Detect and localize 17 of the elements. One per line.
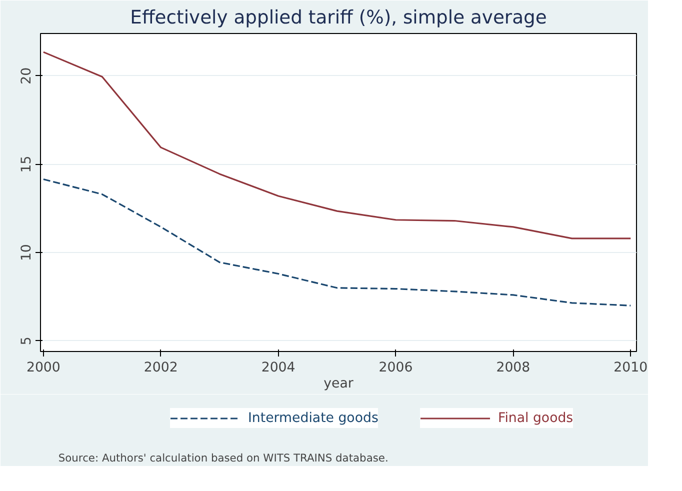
y-tick-label: 10 [20, 244, 34, 262]
x-tick-label: 2008 [496, 360, 530, 376]
x-tick-label: 2000 [26, 360, 60, 376]
line-series [42, 51, 632, 240]
x-tick-label: 2010 [614, 360, 648, 376]
x-tick-label: 2002 [144, 360, 178, 376]
x-axis-title: year [324, 376, 354, 392]
y-tick-label: 15 [20, 156, 34, 173]
line-series [42, 178, 632, 306]
x-tick-label: 2006 [378, 360, 413, 376]
source-note: Source: Authors' calculation based on WITS TRAINS database. [58, 451, 388, 464]
text: Intermediate goods [248, 410, 378, 426]
y-tick-label: 5 [20, 336, 34, 346]
text: Final goods [498, 410, 574, 426]
chart-title: Effectively applied tariff (%), simple average [130, 8, 547, 28]
x-tick-label: 2004 [261, 360, 296, 376]
y-tick-label: 20 [20, 67, 34, 84]
